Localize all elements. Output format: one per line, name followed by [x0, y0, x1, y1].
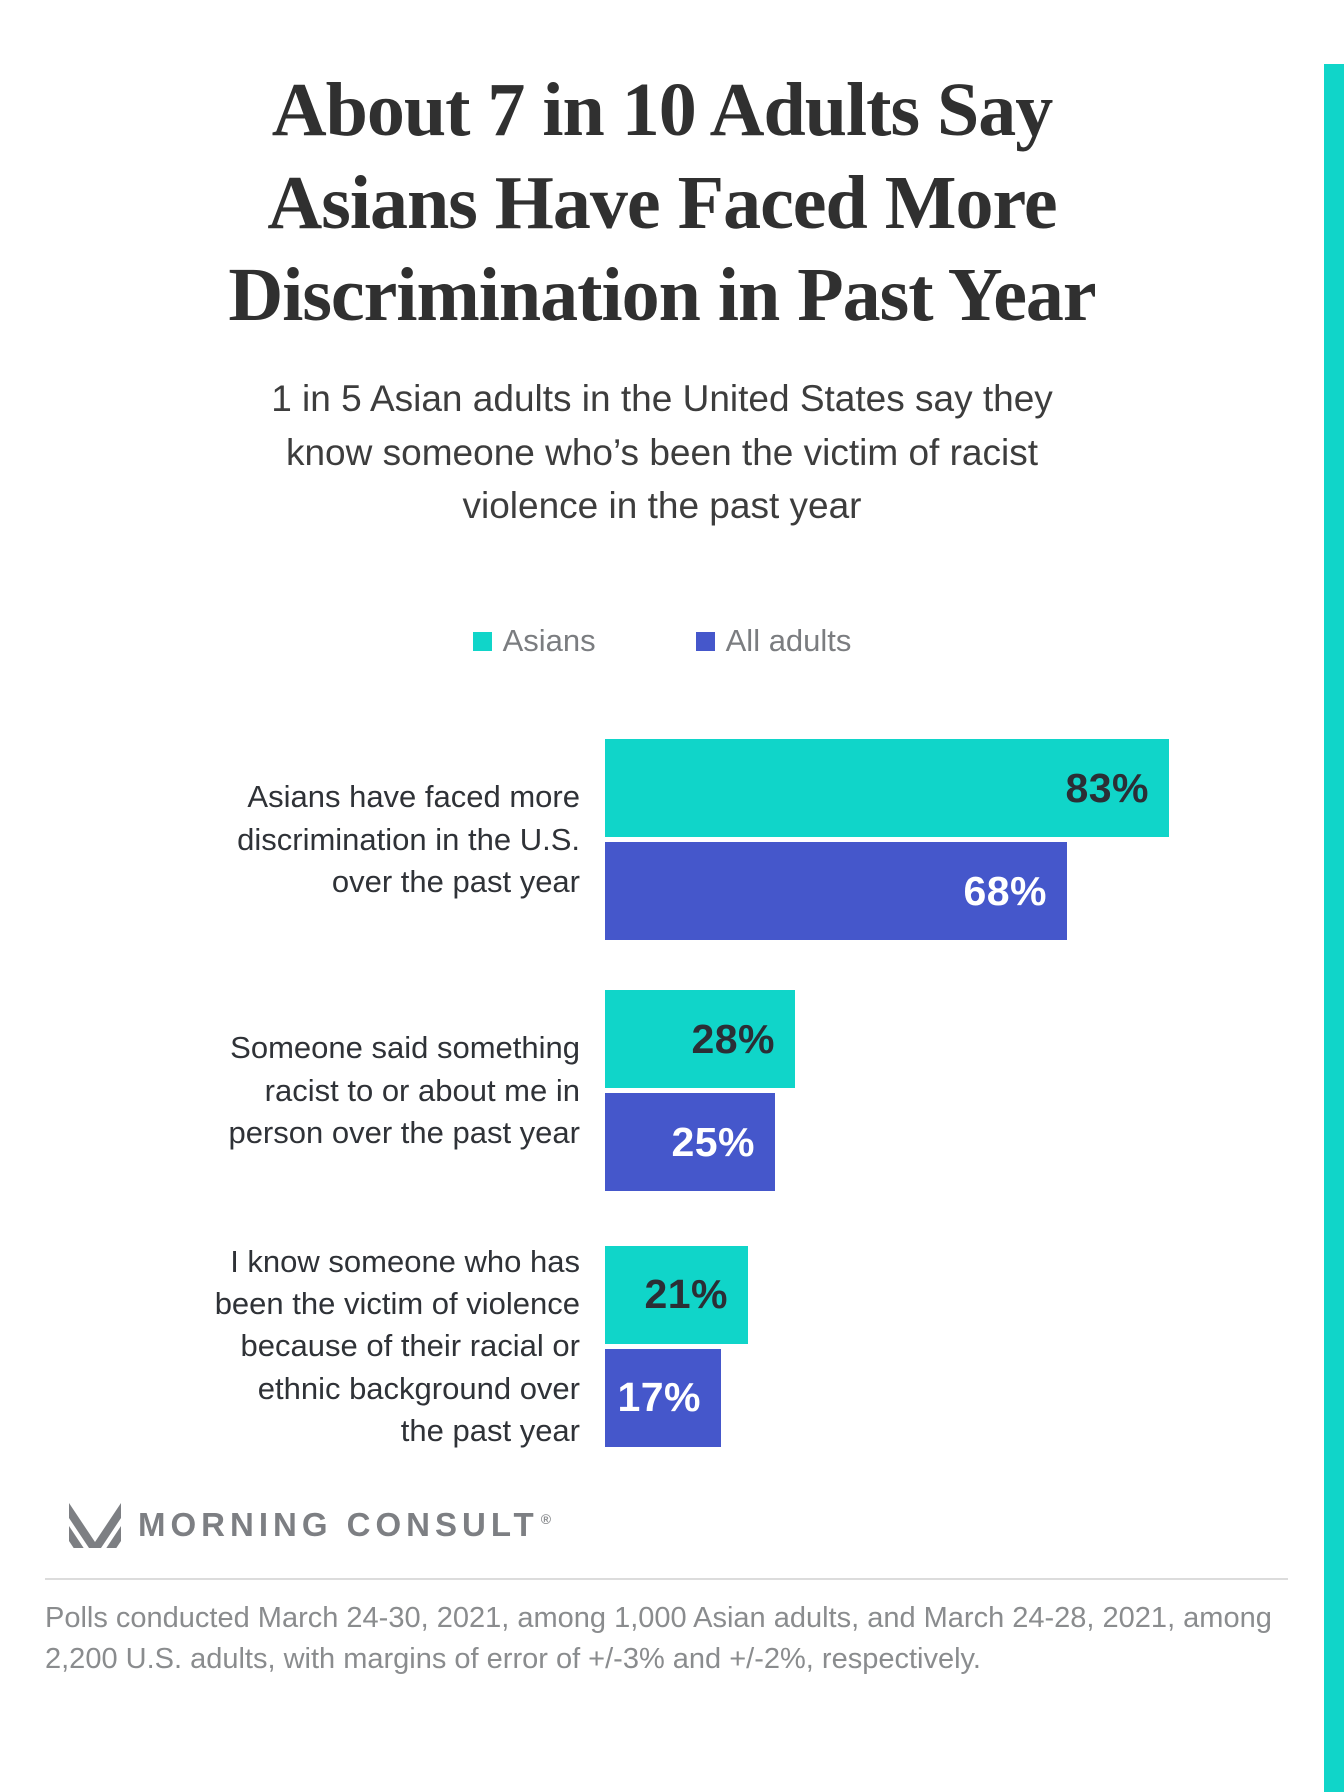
chart-group: I know someone who has been the victim o… — [110, 1241, 1324, 1452]
legend: Asians All adults — [0, 623, 1324, 659]
legend-item-all-adults: All adults — [695, 623, 852, 659]
group-bars: 21% 17% — [605, 1245, 1324, 1447]
registered-trademark-icon: ® — [540, 1510, 557, 1527]
methodology-note: Polls conducted March 24-30, 2021, among… — [45, 1601, 1272, 1676]
legend-swatch-icon — [695, 631, 715, 651]
category-label: I know someone who has been the victim o… — [214, 1244, 580, 1448]
bar-value-label: 21% — [644, 1271, 728, 1318]
bar-all-adults: 25% — [605, 1093, 775, 1192]
legend-label: Asians — [502, 623, 596, 659]
category-label: Asians have faced more discrimination in… — [237, 779, 580, 899]
legend-label: All adults — [725, 623, 852, 659]
bar-value-label: 83% — [1065, 764, 1149, 811]
morning-consult-m-icon — [69, 1502, 121, 1548]
bar-asians: 83% — [605, 739, 1169, 838]
bar-value-label: 68% — [963, 867, 1047, 914]
bar-all-adults: 68% — [605, 842, 1067, 941]
chart-rows: Asians have faced more discrimination in… — [110, 739, 1324, 1452]
footer-divider — [45, 1577, 1288, 1580]
logo-text: MORNING CONSULT — [138, 1505, 539, 1543]
accent-strip — [1324, 64, 1344, 1792]
morning-consult-logo: MORNING CONSULT ® — [68, 1502, 1324, 1548]
bar-all-adults: 17% — [605, 1348, 721, 1447]
bar-value-label: 25% — [671, 1118, 755, 1165]
chart-group: Someone said something racist to or abou… — [110, 990, 1324, 1192]
bar-chart: Asians have faced more discrimination in… — [110, 739, 1324, 1452]
chart-card: About 7 in 10 Adults Say Asians Have Fac… — [0, 64, 1324, 1680]
bar-value-label: 28% — [691, 1015, 775, 1062]
category-label: Someone said something racist to or abou… — [228, 1030, 580, 1150]
logo-wordmark: MORNING CONSULT ® — [138, 1506, 556, 1544]
bar-value-label: 17% — [617, 1374, 701, 1421]
legend-item-asians: Asians — [472, 623, 596, 659]
legend-swatch-icon — [472, 631, 492, 651]
chart-group: Asians have faced more discrimination in… — [110, 739, 1324, 941]
bar-asians: 28% — [605, 990, 795, 1089]
page-title: About 7 in 10 Adults Say Asians Have Fac… — [228, 68, 1096, 338]
page-subtitle: 1 in 5 Asian adults in the United States… — [271, 378, 1053, 527]
group-bars: 28% 25% — [605, 990, 1324, 1192]
group-bars: 83% 68% — [605, 739, 1324, 941]
bar-asians: 21% — [605, 1245, 748, 1344]
